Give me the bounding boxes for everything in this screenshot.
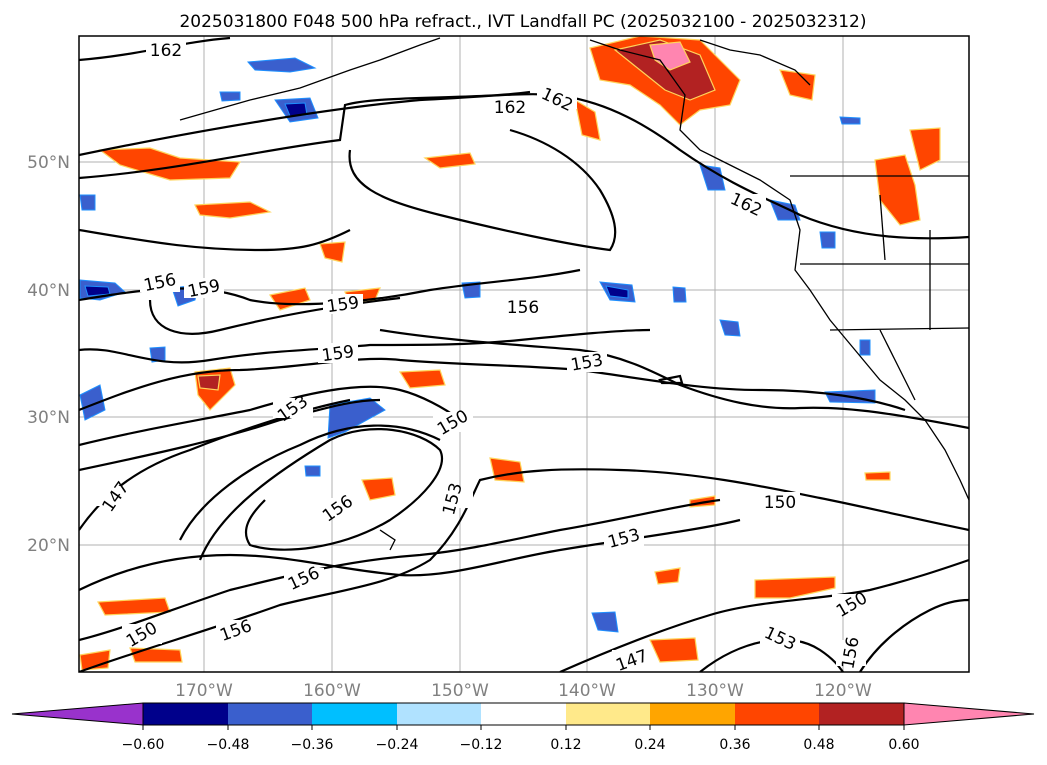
lon-label: 160°W (303, 681, 361, 701)
contour-label: 162 (150, 41, 182, 61)
contour-label: 162 (494, 98, 526, 118)
lat-label: 30°N (27, 408, 70, 428)
colorbar: −0.60 −0.48 −0.36 −0.24 −0.12 0.12 0.24 … (11, 702, 1035, 753)
contour-label: 156 (507, 298, 539, 318)
colorbar-tick-label: 0.24 (634, 737, 665, 753)
contour-labels: 162 162 162 162 156 159 159 156 159 153 … (96, 40, 872, 672)
colorbar-tick-label: 0.60 (888, 737, 919, 753)
lon-label: 170°W (175, 681, 233, 701)
colorbar-tick-label: −0.12 (460, 737, 503, 753)
lon-label: 140°W (558, 681, 616, 701)
contour-label: 159 (326, 293, 361, 317)
colorbar-tick-label: −0.24 (376, 737, 419, 753)
lon-label: 130°W (686, 681, 744, 701)
map-frame (78, 35, 970, 673)
colorbar-segment (650, 703, 735, 725)
map-area (79, 36, 969, 672)
colorbar-segment (735, 703, 819, 725)
colorbar-segment (312, 703, 397, 725)
lon-label: 150°W (431, 681, 489, 701)
colorbar-tick-label: 0.48 (803, 737, 834, 753)
colorbar-tick-label: 0.12 (550, 737, 581, 753)
lat-label: 50°N (27, 153, 70, 173)
lat-label: 20°N (27, 536, 70, 556)
positive-anomaly-regions (79, 36, 941, 671)
colorbar-segment (566, 703, 650, 725)
colorbar-segment (228, 703, 312, 725)
colorbar-tick-label: 0.36 (719, 737, 750, 753)
lon-label: 120°W (814, 681, 872, 701)
contour-label: 159 (321, 342, 356, 366)
coastlines (179, 37, 969, 551)
figure-title: 2025031800 F048 500 hPa refract., IVT La… (179, 12, 866, 32)
colorbar-segment (481, 703, 566, 725)
colorbar-extend-left (11, 702, 144, 726)
latitude-labels: 50°N 40°N 30°N 20°N (27, 153, 70, 556)
longitude-labels: 170°W 160°W 150°W 140°W 130°W 120°W (175, 681, 872, 701)
colorbar-tick-label: −0.48 (207, 737, 250, 753)
lat-label: 40°N (27, 281, 70, 301)
colorbar-tick-label: −0.60 (122, 737, 165, 753)
colorbar-segment (143, 703, 228, 725)
colorbar-segment (819, 703, 904, 725)
colorbar-extend-right (903, 702, 1035, 726)
colorbar-segment (397, 703, 481, 725)
contour-label: 150 (764, 493, 796, 513)
colorbar-tick-label: −0.36 (291, 737, 334, 753)
